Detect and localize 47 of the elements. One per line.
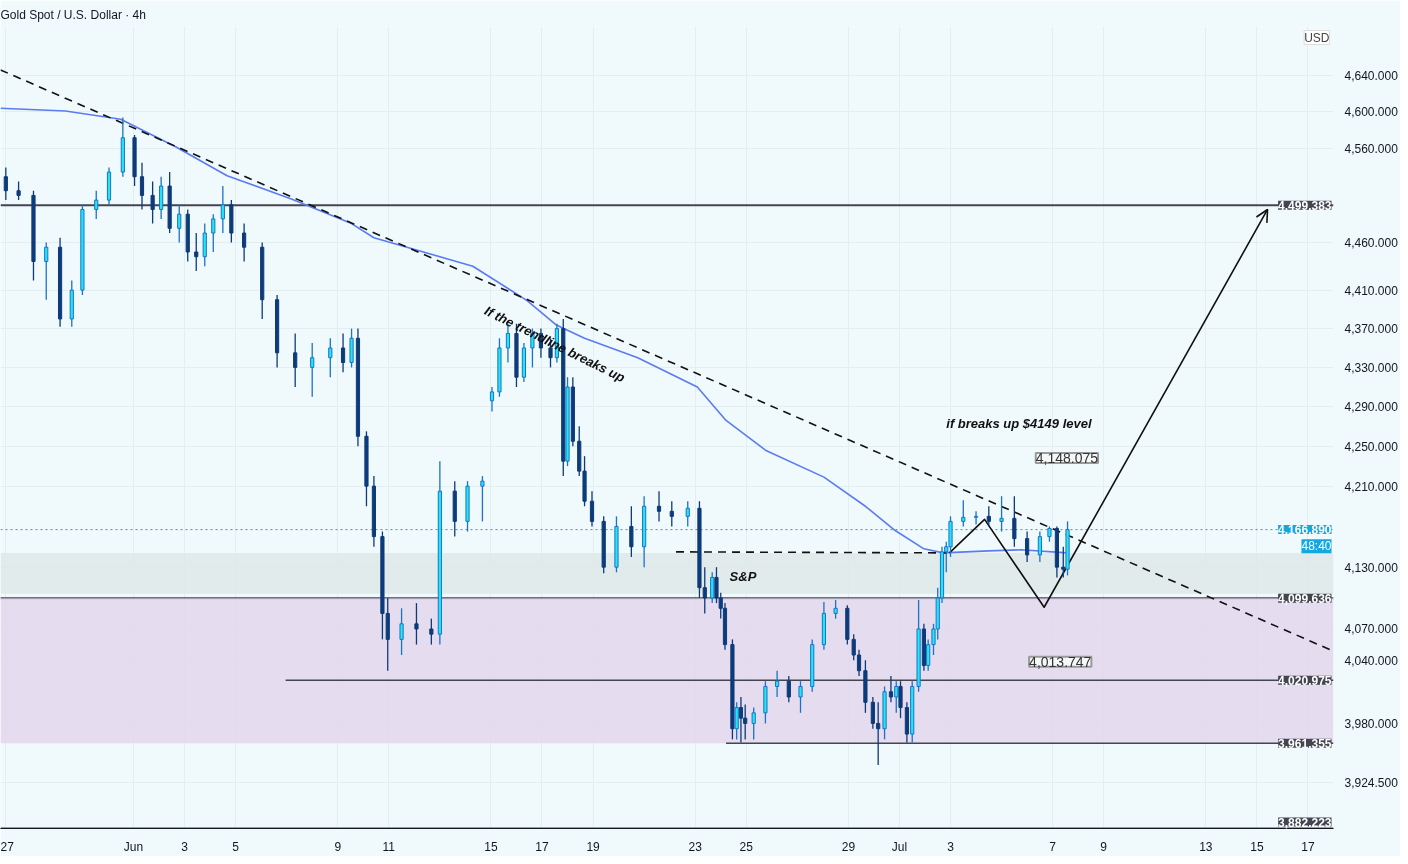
x-tick-label: 11 [382,839,396,854]
annotation: 4,020.975 [1278,673,1332,688]
ref-line-label: 3,882.223 [1278,815,1332,830]
x-tick-label: Jul [891,839,908,854]
annotation: 4,013.747 [1029,653,1092,670]
y-tick-label: 4,560.000 [1344,142,1399,157]
y-tick-label: 4,210.000 [1344,479,1399,494]
y-tick-label: 4,640.000 [1344,68,1399,83]
x-tick-label: Jun [123,839,144,854]
annotation: 3,961.355 [1278,736,1332,751]
x-tick-label: 3 [181,839,189,854]
x-tick-label: 29 [841,839,856,854]
x-tick-label: 25 [739,839,754,854]
x-tick-label: 9 [1100,839,1108,854]
y-tick-label: 4,250.000 [1344,439,1399,454]
x-tick-label: 23 [688,839,703,854]
annotation: if breaks up $4149 level [946,415,1092,431]
x-tick-label: 3 [947,839,955,854]
x-tick-label: 19 [586,839,601,854]
y-tick-label: 4,070.000 [1344,622,1399,637]
ref-line-label: 4,499.383 [1278,198,1332,213]
x-tick-label: 5 [232,839,240,854]
x-tick-label: 7 [1049,839,1057,854]
y-tick-label: 4,130.000 [1344,560,1399,575]
annotation: S&P [729,569,757,585]
annotation: 4,148.075 [1035,449,1099,466]
x-tick-label: 13 [1199,839,1213,854]
x-tick-label: 17 [1301,839,1315,854]
annotation: 48:40 [1301,539,1332,554]
y-tick-label: 4,460.000 [1344,235,1399,250]
y-tick-label: 4,040.000 [1344,653,1399,668]
chart-title: Gold Spot / U.S. Dollar · 4h [0,7,146,22]
y-tick-label: 4,600.000 [1344,105,1399,120]
y-tick-label: 4,290.000 [1344,400,1399,415]
x-tick-label: 15 [1250,839,1264,854]
x-tick-label: 9 [334,839,342,854]
x-tick-label: 27 [0,839,15,854]
y-tick-label: 3,924.500 [1344,776,1399,791]
y-tick-label: 3,980.000 [1344,716,1399,731]
y-axis-title: USD [1304,30,1330,45]
ref-line-label: 4,099.636 [1278,591,1332,606]
ref-line-label: 4,166.890 [1278,523,1332,538]
x-tick-label: 15 [484,839,498,854]
x-tick-label: 17 [535,839,549,854]
y-tick-label: 4,330.000 [1344,360,1399,375]
y-tick-label: 4,370.000 [1344,322,1399,337]
y-tick-label: 4,410.000 [1344,283,1399,298]
